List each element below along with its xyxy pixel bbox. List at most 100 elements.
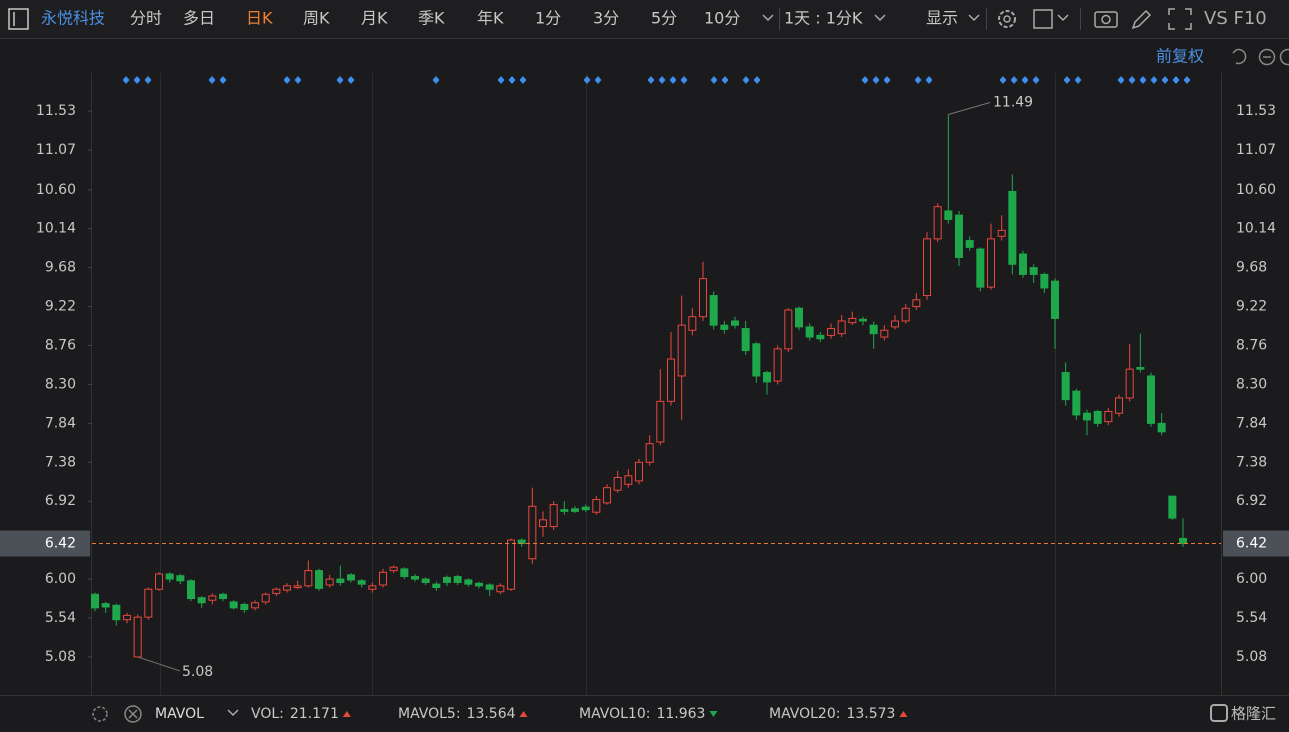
event-marker[interactable] bbox=[680, 76, 688, 84]
candle-body bbox=[763, 372, 771, 383]
period-tab[interactable]: 年K bbox=[477, 9, 504, 28]
event-marker[interactable] bbox=[925, 76, 933, 84]
event-marker[interactable] bbox=[710, 76, 718, 84]
event-marker[interactable] bbox=[508, 76, 516, 84]
event-marker[interactable] bbox=[1117, 76, 1125, 84]
zoom-in-icon[interactable] bbox=[1279, 48, 1289, 66]
fullscreen-icon[interactable] bbox=[1168, 8, 1192, 30]
candle-body bbox=[1147, 375, 1155, 424]
y-tick-label-right: 8.30 bbox=[1236, 376, 1267, 392]
event-marker[interactable] bbox=[861, 76, 869, 84]
event-marker[interactable] bbox=[1032, 76, 1040, 84]
event-marker[interactable] bbox=[1074, 76, 1082, 84]
candle-body bbox=[347, 574, 355, 581]
period-tab[interactable]: 1分 bbox=[535, 9, 561, 28]
event-marker[interactable] bbox=[219, 76, 227, 84]
event-marker[interactable] bbox=[283, 76, 291, 84]
event-marker[interactable] bbox=[1021, 76, 1029, 84]
candle-body bbox=[123, 614, 131, 621]
event-marker[interactable] bbox=[999, 76, 1007, 84]
event-marker[interactable] bbox=[208, 76, 216, 84]
event-marker[interactable] bbox=[721, 76, 729, 84]
event-marker[interactable] bbox=[742, 76, 750, 84]
event-marker[interactable] bbox=[1183, 76, 1191, 84]
indicator-value: 13.573 bbox=[846, 706, 895, 722]
period-tab[interactable]: 5分 bbox=[651, 9, 677, 28]
candle-body bbox=[1115, 397, 1123, 414]
event-marker[interactable] bbox=[647, 76, 655, 84]
display-menu[interactable]: 显示 bbox=[926, 9, 958, 28]
candle-body bbox=[304, 570, 313, 587]
period-tab[interactable]: 多日 bbox=[183, 9, 215, 28]
candle-body bbox=[741, 328, 750, 352]
zoom-out-icon[interactable] bbox=[1258, 48, 1276, 66]
candle-body bbox=[251, 602, 259, 609]
event-marker[interactable] bbox=[1128, 76, 1136, 84]
indicator-name[interactable]: MAVOL bbox=[155, 706, 204, 722]
event-marker[interactable] bbox=[1161, 76, 1169, 84]
event-marker[interactable] bbox=[1139, 76, 1147, 84]
event-marker[interactable] bbox=[519, 76, 527, 84]
y-tick-label-right: 5.54 bbox=[1236, 610, 1267, 626]
indicator-settings[interactable] bbox=[92, 706, 108, 722]
settings-icon[interactable] bbox=[998, 10, 1016, 28]
candle-body bbox=[475, 582, 483, 587]
candle-body bbox=[912, 299, 921, 308]
indicator-close-x bbox=[128, 709, 138, 719]
interval-caret bbox=[874, 14, 886, 22]
period-tab[interactable]: 10分 bbox=[704, 9, 740, 28]
period-tab[interactable]: 日K bbox=[246, 9, 273, 28]
last-price-label: 6.42 bbox=[45, 536, 76, 552]
event-marker[interactable] bbox=[594, 76, 602, 84]
high-label: 11.49 bbox=[993, 94, 1033, 110]
candle-body bbox=[325, 578, 334, 586]
sidebar-toggle[interactable] bbox=[8, 8, 29, 30]
event-marker[interactable] bbox=[669, 76, 677, 84]
y-tick-label-right: 10.60 bbox=[1236, 182, 1276, 198]
period-tab[interactable]: 周K bbox=[303, 9, 330, 28]
event-marker[interactable] bbox=[336, 76, 344, 84]
y-tick-label: 6.00 bbox=[45, 571, 76, 587]
candle-body bbox=[219, 593, 227, 600]
event-marker[interactable] bbox=[133, 76, 141, 84]
more-periods[interactable] bbox=[762, 14, 774, 22]
period-tab[interactable]: 季K bbox=[418, 9, 445, 28]
camera-icon[interactable] bbox=[1094, 11, 1118, 28]
indicator-close[interactable] bbox=[124, 705, 142, 723]
period-tab[interactable]: 月K bbox=[361, 9, 388, 28]
reset-icon[interactable] bbox=[1232, 48, 1247, 65]
event-marker[interactable] bbox=[122, 76, 130, 84]
event-marker[interactable] bbox=[883, 76, 891, 84]
event-marker[interactable] bbox=[753, 76, 761, 84]
indicator-label: VOL: bbox=[251, 706, 284, 722]
candle-body bbox=[987, 238, 995, 288]
event-marker[interactable] bbox=[497, 76, 505, 84]
event-marker[interactable] bbox=[1150, 76, 1158, 84]
candle-body bbox=[208, 595, 217, 601]
event-marker[interactable] bbox=[658, 76, 666, 84]
event-marker[interactable] bbox=[1063, 76, 1071, 84]
draw-icon[interactable] bbox=[1131, 9, 1152, 30]
event-marker[interactable] bbox=[1172, 76, 1180, 84]
candle-body bbox=[112, 604, 121, 621]
vs-f10[interactable]: VS F10 bbox=[1204, 8, 1267, 29]
event-marker[interactable] bbox=[432, 76, 440, 84]
event-marker[interactable] bbox=[1010, 76, 1018, 84]
event-marker[interactable] bbox=[144, 76, 152, 84]
event-marker[interactable] bbox=[583, 76, 591, 84]
period-tab[interactable]: 3分 bbox=[593, 9, 619, 28]
interval-select[interactable]: 1天 : 1分K bbox=[784, 9, 863, 28]
period-tab[interactable]: 分时 bbox=[130, 9, 162, 28]
event-marker[interactable] bbox=[294, 76, 302, 84]
event-marker[interactable] bbox=[872, 76, 880, 84]
layout-icon[interactable] bbox=[1033, 9, 1053, 29]
stock-name[interactable]: 永悦科技 bbox=[41, 9, 105, 28]
brand: 格隆汇 bbox=[1231, 705, 1276, 723]
event-marker[interactable] bbox=[347, 76, 355, 84]
candle-body bbox=[101, 603, 110, 608]
event-marker[interactable] bbox=[914, 76, 922, 84]
adjust-mode[interactable]: 前复权 bbox=[1156, 47, 1204, 66]
candle-body bbox=[240, 603, 249, 611]
up-arrow bbox=[342, 711, 351, 717]
